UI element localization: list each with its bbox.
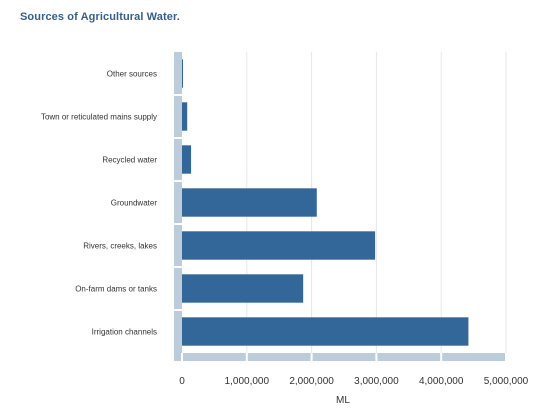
bar: [182, 231, 376, 260]
bar: [182, 102, 188, 131]
category-label: Other sources: [107, 70, 157, 79]
category-label: Recycled water: [102, 156, 157, 165]
bars: [182, 59, 469, 346]
x-axis-title: ML: [336, 395, 350, 406]
tick-labels: 0 1,000,000 2,000,000 3,000,000 4,000,000 5,0…: [179, 376, 528, 387]
x-tick-label: 2,000,000: [289, 376, 334, 387]
bar: [182, 317, 469, 346]
y-axis-band: [174, 52, 182, 353]
category-label: On-farm dams or tanks: [75, 285, 157, 294]
x-tick-label: 4,000,000: [419, 376, 464, 387]
chart-title: Sources of Agricultural Water.: [20, 11, 180, 23]
category-label: Rivers, creeks, lakes: [83, 242, 157, 251]
x-tick-label: 3,000,000: [354, 376, 399, 387]
category-label: Town or reticulated mains supply: [41, 113, 157, 122]
bar: [182, 274, 304, 303]
bar: [182, 145, 192, 174]
bar: [182, 59, 183, 88]
category-label: Irrigation channels: [92, 328, 157, 337]
x-tick-label: 0: [179, 376, 185, 387]
x-tick-label: 5,000,000: [484, 376, 529, 387]
category-label: Groundwater: [111, 199, 158, 208]
x-tick-label: 1,000,000: [225, 376, 270, 387]
category-labels: Other sources Town or reticulated mains s…: [41, 70, 157, 337]
x-axis-band: [174, 353, 506, 361]
bar: [182, 188, 317, 217]
